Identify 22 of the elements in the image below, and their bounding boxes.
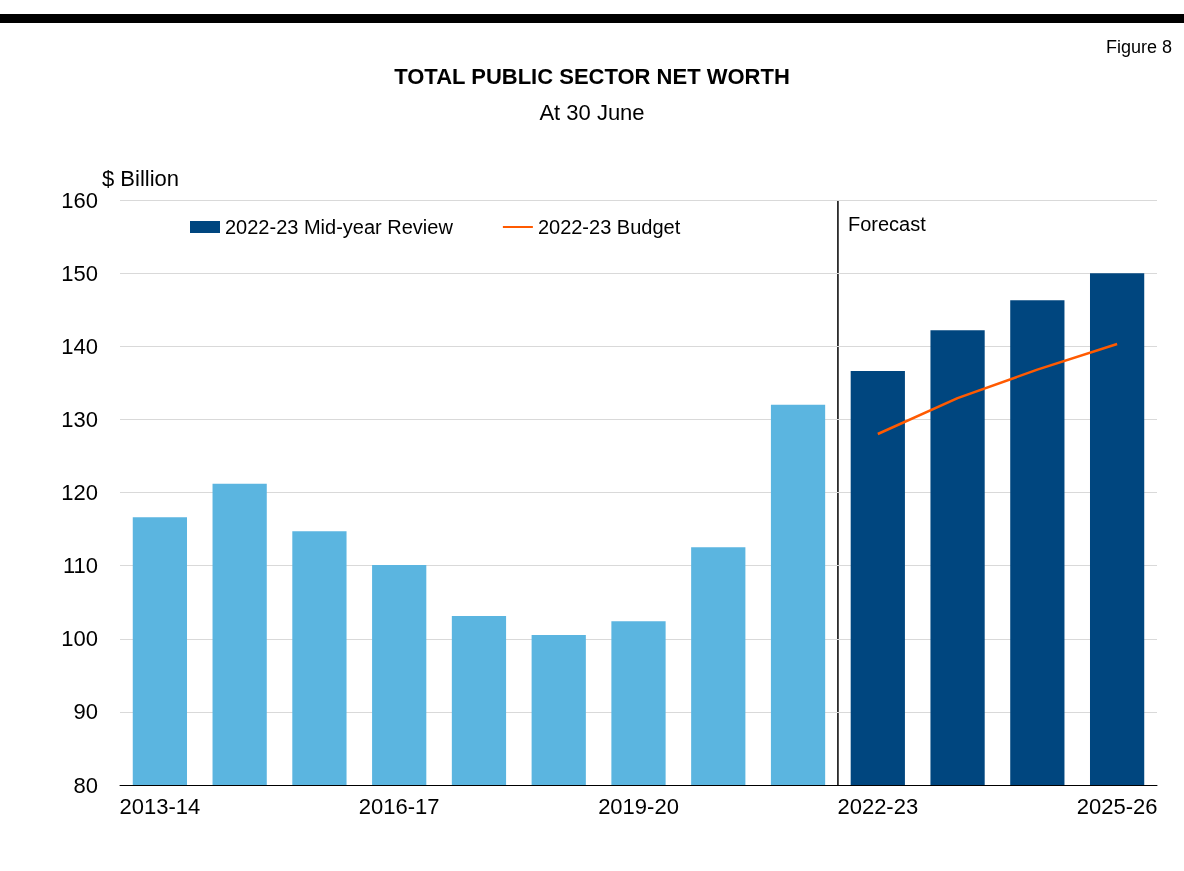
y-tick-label: 130	[61, 406, 98, 432]
x-tick-label: 2016-17	[358, 793, 440, 819]
chart-title: TOTAL PUBLIC SECTOR NET WORTH	[394, 63, 790, 89]
y-tick-label: 80	[73, 772, 98, 798]
x-tick-label: 2022-23	[837, 793, 919, 819]
y-axis-title: $ Billion	[102, 165, 180, 191]
line-series	[876, 342, 1119, 436]
y-tick-label: 140	[61, 333, 98, 359]
y-tick-label: 120	[61, 480, 98, 505]
legend-label: 2022-23 Budget	[537, 216, 681, 238]
chart-subtitle: At 30 June	[539, 99, 645, 125]
y-tick-label: 160	[61, 187, 98, 213]
x-tick-label: 2013-14	[119, 793, 201, 819]
caption: Figure 8	[1105, 37, 1173, 57]
y-tick-label: 110	[62, 553, 98, 579]
legend-label: 2022-23 Mid-year Review	[225, 216, 454, 238]
x-tick-label: 2019-20	[598, 793, 679, 819]
y-tick-label: 150	[61, 260, 98, 286]
x-tick-label: 2025-26	[1076, 793, 1158, 819]
y-tick-label: 90	[73, 699, 98, 725]
y-tick-label: 100	[61, 626, 98, 652]
ref-line-label: Forecast	[847, 213, 927, 235]
